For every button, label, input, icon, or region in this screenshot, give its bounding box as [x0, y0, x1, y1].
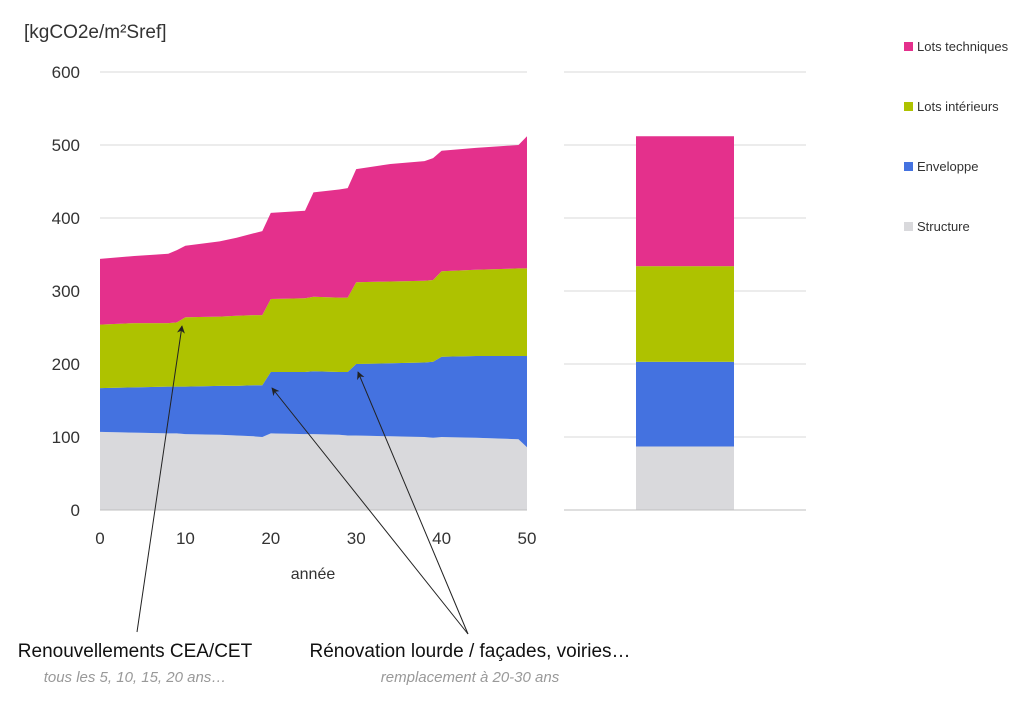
bar-segment-lots-int-rieurs — [636, 266, 734, 362]
annotation-title: Renouvellements CEA/CET — [17, 641, 253, 662]
legend-label: Lots intérieurs — [917, 98, 999, 114]
legend-item: Enveloppe — [904, 156, 1008, 176]
y-tick-label: 600 — [52, 63, 80, 82]
bar-segment-structure — [636, 446, 734, 510]
legend-swatch — [904, 41, 913, 51]
x-tick-label: 10 — [176, 529, 195, 548]
annotation-subtitle: remplacement à 20-30 ans — [380, 669, 560, 686]
x-axis-title: année — [291, 566, 336, 583]
legend: Lots techniques Lots intérieurs Enveloppe S… — [904, 36, 1008, 276]
legend-swatch — [904, 221, 913, 231]
annotation-arrows — [136, 325, 469, 635]
annotation-renovation: Rénovation lourde / façades, voiries… re… — [290, 641, 650, 686]
total-stacked-bar — [636, 136, 734, 510]
legend-label: Enveloppe — [917, 158, 979, 174]
legend-swatch — [904, 101, 913, 111]
annotation-arrow — [136, 325, 185, 633]
area-enveloppe — [100, 356, 527, 448]
legend-label: Lots techniques — [917, 38, 1009, 54]
legend-item: Lots techniques — [904, 36, 1008, 56]
stacked-areas — [100, 136, 527, 510]
area-structure — [100, 431, 527, 510]
y-tick-label: 200 — [52, 355, 80, 374]
annotation-subtitle: tous les 5, 10, 15, 20 ans… — [43, 669, 227, 686]
y-tick-label: 500 — [52, 136, 80, 155]
area-lots-int-rieurs — [100, 268, 527, 389]
y-tick-label: 0 — [71, 501, 80, 520]
annotation-arrow — [271, 387, 469, 635]
x-tick-label: 30 — [347, 529, 366, 548]
legend-item: Structure — [904, 216, 1008, 236]
x-tick-label: 20 — [261, 529, 280, 548]
y-tick-label: 100 — [52, 428, 80, 447]
annotation-title: Rénovation lourde / façades, voiries… — [309, 641, 631, 662]
y-tick-label: 300 — [52, 282, 80, 301]
annotation-renouvellements: Renouvellements CEA/CET tous les 5, 10, … — [0, 641, 270, 686]
x-tick-label: 50 — [518, 529, 537, 548]
bar-segment-enveloppe — [636, 361, 734, 447]
legend-swatch — [904, 161, 913, 171]
area-lots-techniques — [100, 136, 527, 325]
annotation-arrow — [357, 371, 469, 635]
axes: 0 100 200 300 400 500 600 0 10 20 30 40 50 — [52, 63, 806, 548]
unit-label: [kgCO2e/m²Sref] — [24, 22, 167, 43]
legend-item: Lots intérieurs — [904, 96, 1008, 116]
y-tick-label: 400 — [52, 209, 80, 228]
x-tick-label: 40 — [432, 529, 451, 548]
x-tick-label: 0 — [95, 529, 104, 548]
legend-label: Structure — [917, 218, 970, 234]
bar-segment-lots-techniques — [636, 136, 734, 267]
